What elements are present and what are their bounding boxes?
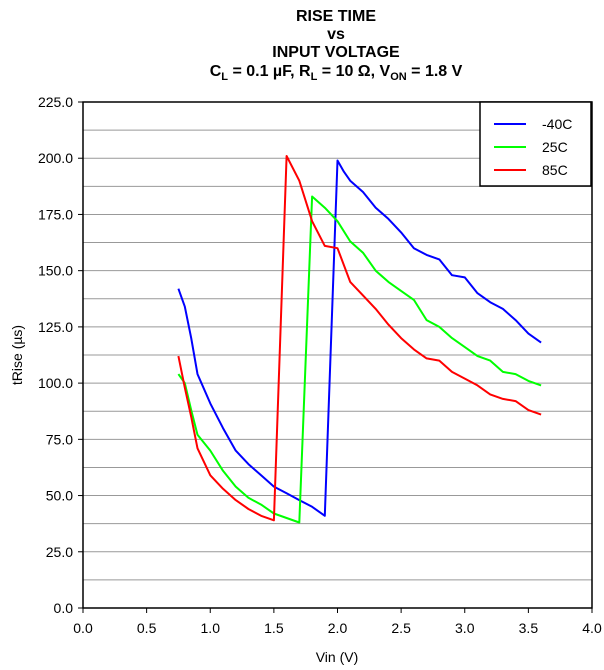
chart-title-line-3: INPUT VOLTAGE xyxy=(272,44,400,61)
subtitle-cl-sub: L xyxy=(221,71,228,83)
x-tick-label: 0.5 xyxy=(137,620,157,636)
series-lines xyxy=(177,155,542,524)
y-tick-label: 225.0 xyxy=(38,94,73,110)
x-tick-label: 1.0 xyxy=(201,620,221,636)
legend: -40C 25C 85C xyxy=(479,101,592,187)
subtitle-von-sub: ON xyxy=(390,71,407,83)
y-tick-label: 75.0 xyxy=(46,431,73,447)
y-tick-label: 150.0 xyxy=(38,263,73,279)
subtitle-rl-sub: L xyxy=(311,71,318,83)
y-tick-label: 125.0 xyxy=(38,319,73,335)
legend-box xyxy=(479,101,592,187)
series-line-neg40c xyxy=(177,159,542,517)
y-axis-ticks: 0.0 25.0 50.0 75.0 100.0 125.0 150.0 175.0 200.0… xyxy=(38,94,83,616)
plot-frame xyxy=(82,101,593,609)
gridlines xyxy=(83,129,592,581)
x-tick-label: 2.5 xyxy=(391,620,411,636)
y-tick-label: 200.0 xyxy=(38,150,73,166)
x-tick-label: 3.5 xyxy=(519,620,539,636)
legend-label-25c: 25C xyxy=(542,139,568,155)
subtitle-cl-label: C xyxy=(210,63,222,80)
chart-subtitle: CL = 0.1 µF, RL = 10 Ω, VON = 1.8 V xyxy=(210,63,463,83)
y-tick-label: 100.0 xyxy=(38,375,73,391)
y-tick-label: 0.0 xyxy=(54,600,74,616)
x-axis-ticks: 0.0 0.5 1.0 1.5 2.0 2.5 3.0 3.5 4.0 xyxy=(73,608,602,636)
chart-title-line-2: vs xyxy=(327,26,345,43)
y-tick-label: 175.0 xyxy=(38,206,73,222)
x-axis-label: Vin (V) xyxy=(316,649,359,665)
y-tick-label: 50.0 xyxy=(46,488,73,504)
subtitle-von-rest: = 1.8 V xyxy=(407,63,463,80)
x-tick-label: 1.5 xyxy=(264,620,284,636)
series-line-25c xyxy=(177,195,542,524)
subtitle-rl-label: R xyxy=(299,63,311,80)
y-axis-label: tRise (µs) xyxy=(9,325,25,385)
x-tick-label: 3.0 xyxy=(455,620,475,636)
subtitle-von-label: V xyxy=(380,63,391,80)
x-tick-label: 4.0 xyxy=(582,620,602,636)
chart-title-line-1: RISE TIME xyxy=(296,8,376,25)
x-tick-label: 0.0 xyxy=(73,620,93,636)
series-line-85c xyxy=(177,155,542,522)
subtitle-rl-rest: = 10 Ω, xyxy=(317,63,379,80)
subtitle-cl-rest: = 0.1 µF, xyxy=(228,63,299,80)
legend-label-neg40c: -40C xyxy=(542,116,572,132)
legend-label-85c: 85C xyxy=(542,162,568,178)
x-tick-label: 2.0 xyxy=(328,620,348,636)
y-tick-label: 25.0 xyxy=(46,544,73,560)
